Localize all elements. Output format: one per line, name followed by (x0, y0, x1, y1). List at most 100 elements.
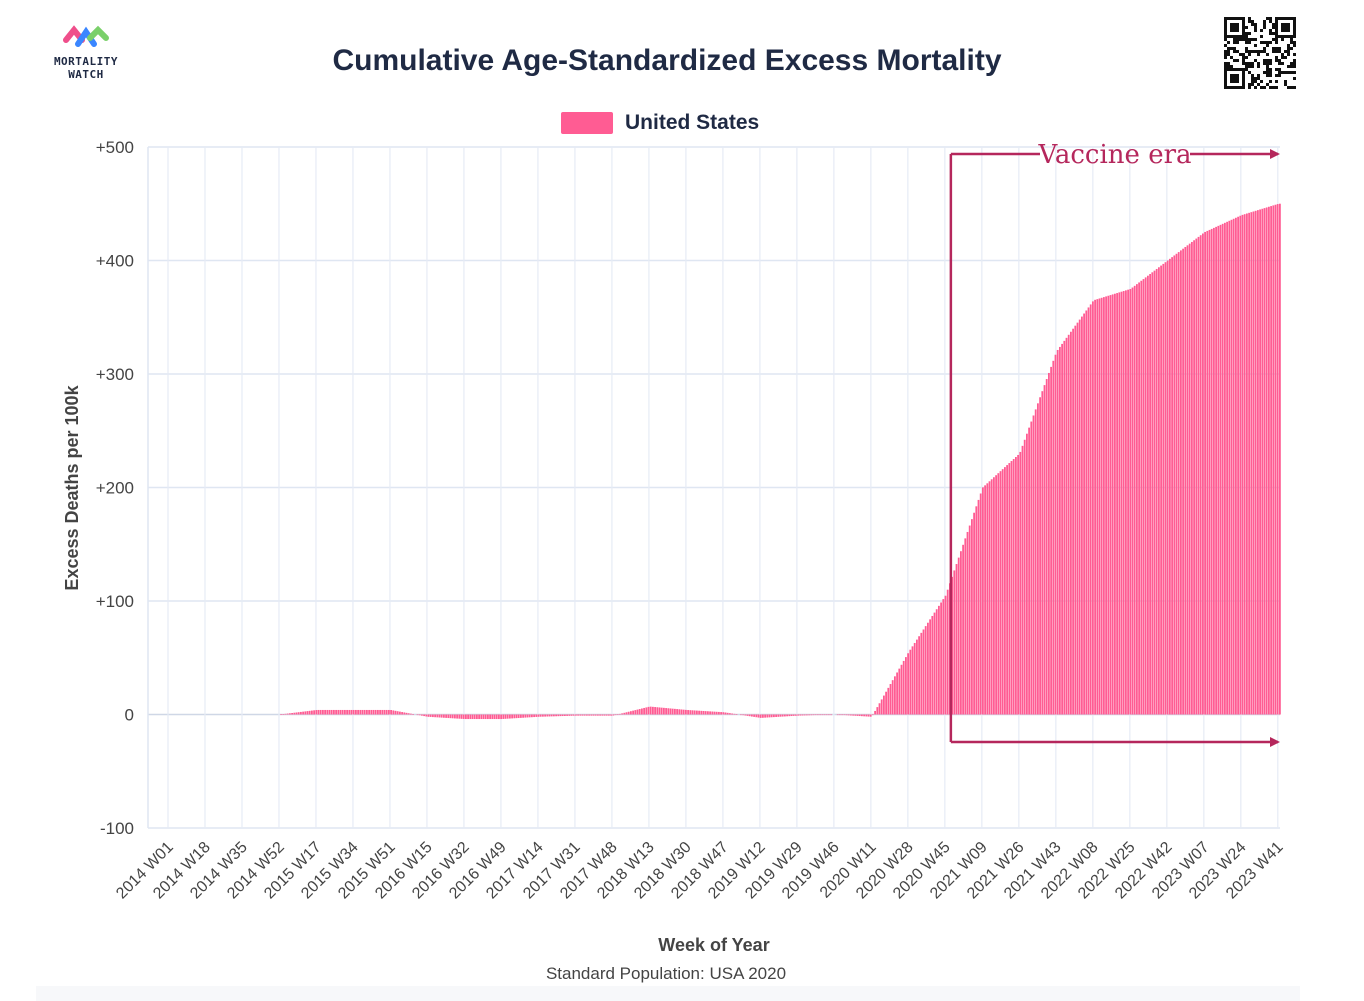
bar (1149, 274, 1151, 715)
bar (896, 672, 898, 715)
bar (905, 657, 907, 715)
bar (687, 710, 689, 715)
bar (436, 714, 439, 718)
bar (1116, 293, 1118, 715)
logo-icon (63, 25, 109, 47)
bar (933, 612, 936, 715)
bar (799, 714, 802, 716)
bar (988, 481, 991, 715)
bar (449, 714, 452, 719)
bar (1204, 231, 1206, 715)
bar (1074, 325, 1077, 715)
bar (735, 714, 738, 715)
bar (1153, 270, 1156, 715)
bar (748, 714, 751, 717)
bar (806, 714, 808, 716)
bar (845, 714, 848, 716)
bar (1098, 298, 1101, 715)
bar (601, 714, 604, 716)
bar (1087, 307, 1090, 715)
bar (533, 714, 535, 718)
bar (700, 710, 703, 715)
bar (469, 714, 472, 720)
bar (1136, 284, 1138, 715)
bar (702, 710, 705, 715)
bar (1195, 238, 1198, 715)
bar (504, 714, 507, 719)
bar (973, 512, 975, 715)
bar (858, 714, 861, 717)
bar (306, 711, 309, 715)
bar (924, 626, 927, 715)
bar (1103, 297, 1105, 715)
bar (612, 714, 615, 716)
bar (1118, 292, 1121, 715)
qr-code-icon[interactable] (1224, 17, 1296, 89)
bar (1111, 294, 1114, 715)
bar (929, 619, 931, 715)
legend[interactable]: United States (561, 110, 759, 136)
bar (357, 709, 359, 715)
bar (293, 712, 296, 715)
bar (707, 711, 709, 715)
bar (823, 714, 826, 716)
bar (509, 714, 511, 719)
bar (1030, 421, 1033, 715)
bar (1133, 285, 1136, 715)
bar (891, 680, 894, 715)
bar (1125, 290, 1127, 715)
bar (1175, 253, 1178, 715)
bar (696, 710, 698, 715)
bar (836, 714, 839, 716)
bar (451, 714, 454, 719)
bar (1228, 220, 1231, 715)
bar (1169, 258, 1171, 715)
bar (1045, 379, 1048, 715)
bar (1039, 397, 1041, 715)
bar (539, 714, 542, 717)
bar (372, 709, 375, 715)
bar (751, 714, 753, 717)
bar (361, 709, 364, 715)
bar (557, 714, 560, 717)
bar (1010, 461, 1013, 715)
bar (1028, 427, 1030, 715)
bar (511, 714, 513, 719)
bar (1107, 295, 1110, 715)
bar (790, 714, 793, 717)
bar (581, 714, 584, 716)
bar (852, 714, 854, 716)
bar (394, 710, 397, 715)
x-axis-title: Week of Year (658, 935, 769, 955)
bar (1177, 252, 1180, 715)
bar (421, 714, 423, 716)
bar (715, 711, 718, 715)
bar (1105, 296, 1107, 715)
bar (517, 714, 520, 719)
bar (678, 709, 681, 715)
bar (588, 714, 590, 716)
bar (1208, 229, 1211, 715)
bar (423, 714, 425, 717)
y-tick-label: 0 (125, 706, 134, 725)
bar (861, 714, 863, 717)
bar (513, 714, 516, 719)
bar (649, 706, 652, 715)
bar (282, 714, 285, 715)
bar (489, 714, 491, 720)
bar (1147, 275, 1149, 715)
bar (289, 713, 291, 715)
bar (454, 714, 456, 719)
bar (1199, 235, 1202, 715)
bar (572, 714, 575, 716)
bar (927, 622, 929, 715)
bar (502, 714, 505, 719)
bar (1162, 263, 1165, 715)
bar (410, 713, 412, 715)
bar (418, 714, 421, 716)
bar (1268, 206, 1270, 715)
bar (839, 714, 841, 716)
bar-series (280, 203, 1281, 720)
bar (775, 714, 777, 717)
